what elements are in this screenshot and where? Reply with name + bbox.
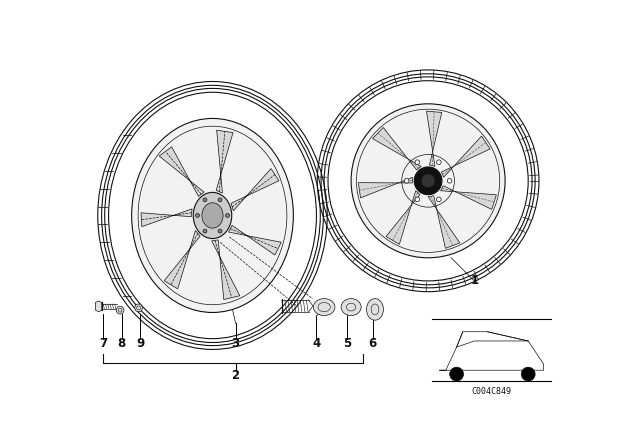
Polygon shape xyxy=(141,209,192,227)
Text: 2: 2 xyxy=(232,369,239,382)
Ellipse shape xyxy=(202,203,223,228)
Polygon shape xyxy=(159,147,204,196)
Circle shape xyxy=(415,197,420,202)
Ellipse shape xyxy=(132,118,293,313)
Circle shape xyxy=(218,229,222,233)
Text: 8: 8 xyxy=(118,337,126,350)
Polygon shape xyxy=(372,128,421,170)
Circle shape xyxy=(450,367,463,381)
Circle shape xyxy=(203,229,207,233)
Polygon shape xyxy=(428,196,460,248)
Circle shape xyxy=(351,104,505,258)
Circle shape xyxy=(203,198,207,202)
Circle shape xyxy=(135,304,143,312)
Polygon shape xyxy=(212,240,240,300)
Polygon shape xyxy=(95,301,102,312)
Circle shape xyxy=(447,178,452,183)
Circle shape xyxy=(225,214,230,217)
Text: 6: 6 xyxy=(369,337,377,350)
Polygon shape xyxy=(358,177,413,198)
Polygon shape xyxy=(216,130,233,193)
Circle shape xyxy=(414,167,442,195)
Ellipse shape xyxy=(367,299,383,320)
Polygon shape xyxy=(442,136,490,177)
Circle shape xyxy=(521,367,535,381)
Circle shape xyxy=(436,197,441,202)
Polygon shape xyxy=(228,225,282,255)
Text: 3: 3 xyxy=(232,337,239,350)
Polygon shape xyxy=(426,111,442,167)
Text: 1: 1 xyxy=(470,275,478,288)
Circle shape xyxy=(116,306,124,314)
Polygon shape xyxy=(164,231,200,289)
Circle shape xyxy=(415,160,420,164)
Polygon shape xyxy=(386,191,420,244)
Text: 7: 7 xyxy=(99,337,108,350)
Circle shape xyxy=(436,160,441,164)
Ellipse shape xyxy=(193,192,232,238)
Circle shape xyxy=(404,178,409,183)
Circle shape xyxy=(196,214,200,217)
Polygon shape xyxy=(231,168,279,211)
Text: 4: 4 xyxy=(312,337,321,350)
Circle shape xyxy=(421,174,435,188)
Circle shape xyxy=(218,198,222,202)
Text: 9: 9 xyxy=(136,337,144,350)
Polygon shape xyxy=(440,186,497,209)
Text: C004C849: C004C849 xyxy=(472,387,511,396)
Ellipse shape xyxy=(314,299,335,315)
Ellipse shape xyxy=(341,299,361,315)
Text: 5: 5 xyxy=(343,337,351,350)
